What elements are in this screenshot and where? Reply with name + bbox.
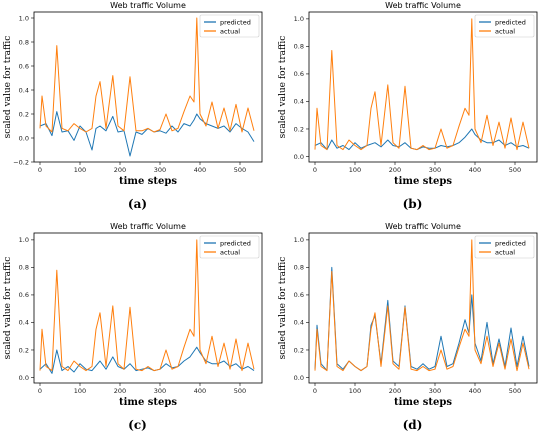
panel-caption: (c) xyxy=(128,418,147,432)
predicted-series-line xyxy=(314,266,530,372)
x-tick-label: 200 xyxy=(389,166,401,174)
y-tick-label: 1.0 xyxy=(294,15,304,23)
plot-frame xyxy=(33,232,263,384)
actual-series-line xyxy=(39,17,255,133)
y-tick-label: 1.0 xyxy=(294,236,304,244)
y-tick-label: 0.6 xyxy=(294,70,304,78)
legend-label: predicted xyxy=(495,239,526,247)
chart-panel-b: Web traffic Volume 0 100 200 300 400 500 0.0 0.2… xyxy=(275,0,550,220)
y-tick-label: 0.4 xyxy=(294,319,304,327)
legend-label: actual xyxy=(495,27,515,35)
x-tick-label: 400 xyxy=(469,166,481,174)
y-tick-label: 0.8 xyxy=(294,264,304,272)
x-tick-label: 300 xyxy=(429,387,441,395)
x-tick-label: 0 xyxy=(313,387,317,395)
y-tick-label: 1.0 xyxy=(19,14,29,22)
line-chart-d: Web traffic Volume 0 100 200 300 400 500 0.0 0.2… xyxy=(278,222,538,408)
line-chart-c: Web traffic Volume 0 100 200 300 400 500 0.0 0.2… xyxy=(3,222,263,408)
y-tick-label: 0.8 xyxy=(19,264,29,272)
legend-label: predicted xyxy=(220,18,251,26)
x-tick-label: 300 xyxy=(154,166,166,174)
y-tick-label: 0.6 xyxy=(19,291,29,299)
plot-frame xyxy=(308,232,538,384)
x-tick-label: 0 xyxy=(38,166,42,174)
y-tick-label: 0.6 xyxy=(19,62,29,70)
line-chart-b: Web traffic Volume 0 100 200 300 400 500 0.0 0.2… xyxy=(278,1,538,187)
x-tick-label: 500 xyxy=(234,387,246,395)
x-tick-label: 100 xyxy=(74,166,86,174)
x-tick-label: 400 xyxy=(194,387,206,395)
x-tick-label: 400 xyxy=(469,387,481,395)
x-tick-label: 200 xyxy=(114,387,126,395)
x-tick-label: 0 xyxy=(313,166,317,174)
legend-label: actual xyxy=(220,27,240,35)
y-tick-label: 0.2 xyxy=(19,110,29,118)
x-tick-label: 100 xyxy=(349,166,361,174)
y-tick-label: 0.0 xyxy=(19,134,29,142)
panel-caption: (d) xyxy=(402,418,423,432)
chart-panel-d: Web traffic Volume 0 100 200 300 400 500 0.0 0.2… xyxy=(275,221,550,441)
y-tick-label: 0.2 xyxy=(19,346,29,354)
legend-label: predicted xyxy=(495,18,526,26)
x-axis-label: time steps xyxy=(394,397,452,408)
y-tick-label: 0.2 xyxy=(294,346,304,354)
x-tick-label: 300 xyxy=(429,166,441,174)
y-tick-label: 0.4 xyxy=(19,86,29,94)
chart-title: Web traffic Volume xyxy=(110,222,186,231)
actual-series-line xyxy=(314,18,530,151)
legend-label: predicted xyxy=(220,239,251,247)
y-tick-label: 0.0 xyxy=(294,374,304,382)
y-axis-label: scaled value for traffic xyxy=(3,257,13,360)
y-tick-label: 0.4 xyxy=(19,319,29,327)
x-tick-label: 200 xyxy=(389,387,401,395)
y-tick-label: −0.2 xyxy=(13,158,29,166)
x-tick-label: 200 xyxy=(114,166,126,174)
y-axis-label: scaled value for traffic xyxy=(3,36,13,139)
x-tick-label: 300 xyxy=(154,387,166,395)
actual-series-line xyxy=(39,239,255,372)
predicted-series-line xyxy=(39,111,255,157)
y-tick-label: 1.0 xyxy=(19,236,29,244)
y-tick-label: 0.0 xyxy=(19,374,29,382)
y-tick-label: 0.8 xyxy=(294,43,304,51)
x-tick-label: 500 xyxy=(234,166,246,174)
predicted-series-line xyxy=(39,346,255,374)
y-tick-label: 0.2 xyxy=(294,125,304,133)
x-tick-label: 500 xyxy=(509,166,521,174)
chart-title: Web traffic Volume xyxy=(110,1,186,10)
chart-title: Web traffic Volume xyxy=(385,1,461,10)
actual-series-line xyxy=(314,239,530,372)
x-tick-label: 100 xyxy=(349,387,361,395)
panel-caption: (b) xyxy=(402,197,423,211)
line-chart-a: Web traffic Volume 0 100 200 300 400 500 −0.2 0.… xyxy=(3,1,263,187)
y-tick-label: 0.4 xyxy=(294,98,304,106)
x-tick-label: 500 xyxy=(509,387,521,395)
chart-panel-a: Web traffic Volume 0 100 200 300 400 500 −0.2 0.… xyxy=(0,0,275,220)
x-tick-label: 400 xyxy=(194,166,206,174)
y-axis-label: scaled value for traffic xyxy=(278,257,288,360)
plot-frame xyxy=(33,11,263,163)
legend-label: actual xyxy=(220,248,240,256)
chart-panel-c: Web traffic Volume 0 100 200 300 400 500 0.0 0.2… xyxy=(0,221,275,441)
y-tick-label: 0.0 xyxy=(294,153,304,161)
chart-title: Web traffic Volume xyxy=(385,222,461,231)
y-axis-label: scaled value for traffic xyxy=(278,36,288,139)
predicted-series-line xyxy=(314,128,530,151)
x-axis-label: time steps xyxy=(119,176,177,187)
y-tick-label: 0.8 xyxy=(19,38,29,46)
plot-frame xyxy=(308,11,538,163)
y-tick-label: 0.6 xyxy=(294,291,304,299)
panel-caption: (a) xyxy=(127,197,148,211)
x-tick-label: 100 xyxy=(74,387,86,395)
x-axis-label: time steps xyxy=(394,176,452,187)
x-tick-label: 0 xyxy=(38,387,42,395)
x-axis-label: time steps xyxy=(119,397,177,408)
legend-label: actual xyxy=(495,248,515,256)
